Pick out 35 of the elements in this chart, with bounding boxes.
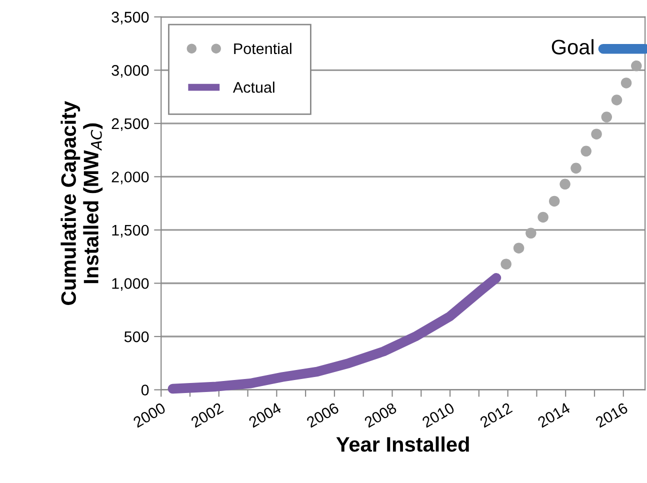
point bbox=[631, 60, 642, 72]
point bbox=[548, 196, 560, 207]
annotation: Goal bbox=[552, 39, 594, 54]
x-tick-label: 2016 bbox=[594, 402, 628, 428]
y-tick-label: 3,000 bbox=[112, 65, 149, 78]
x-tick-label: 2010 bbox=[421, 402, 456, 428]
x-tick-label: 2014 bbox=[537, 402, 571, 428]
x-tick-label: 2006 bbox=[306, 402, 340, 428]
y-tick-label: 1,000 bbox=[112, 278, 149, 291]
point bbox=[538, 212, 548, 223]
y-tick-label: 3,500 bbox=[112, 12, 149, 24]
x-axis-title: Year Installed bbox=[336, 436, 469, 452]
y-tick-label: 1,500 bbox=[112, 224, 149, 238]
point bbox=[591, 128, 602, 140]
point bbox=[560, 178, 570, 190]
y-tick-label: 2,000 bbox=[112, 172, 149, 184]
point bbox=[500, 258, 512, 270]
x-tick-label: 2012 bbox=[479, 402, 513, 428]
x-tick-label: 2002 bbox=[190, 402, 224, 428]
legend-label: Actual bbox=[232, 82, 274, 93]
legend-label: Potential bbox=[234, 42, 292, 54]
y-axis-title: Cumulative Capacity Installed (MW$_{AC}$) bbox=[60, 100, 103, 305]
x-tick-label: 2008 bbox=[364, 402, 398, 428]
y-tick-label: 0 bbox=[141, 384, 149, 396]
point bbox=[513, 242, 524, 254]
point bbox=[611, 94, 622, 106]
x-tick-label: 2004 bbox=[248, 402, 282, 428]
point bbox=[570, 162, 582, 174]
point bbox=[580, 146, 592, 157]
point bbox=[526, 228, 536, 239]
y-tick-label: 2,500 bbox=[112, 118, 149, 131]
point bbox=[620, 78, 632, 88]
point bbox=[601, 112, 612, 122]
x-tick-label: 2000 bbox=[132, 402, 166, 428]
y-tick-label: 500 bbox=[124, 331, 149, 342]
